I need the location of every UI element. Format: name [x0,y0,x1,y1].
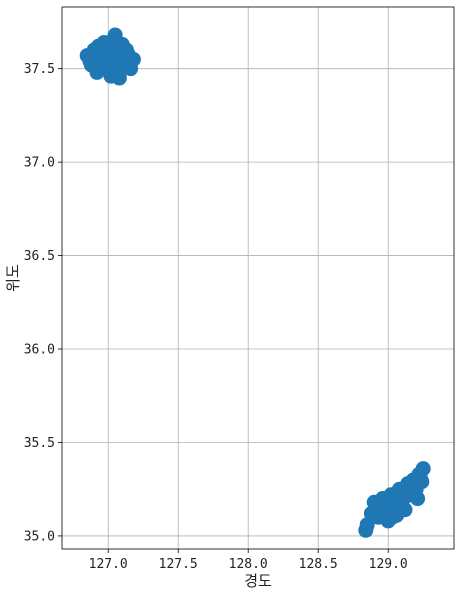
data-points [79,27,431,538]
y-tick-label: 36.5 [24,249,55,264]
data-point [111,70,127,86]
data-point [358,522,374,538]
y-tick-label: 36.0 [24,343,55,358]
y-tick-label: 37.5 [24,62,55,77]
data-point [373,500,389,516]
y-axis-label: 위도 [4,264,22,292]
data-point [90,38,106,54]
axis-ticks: 127.0 127.5 128.0 128.5 129.0 35.0 35.5 36.0 36.… [24,62,408,572]
data-point [407,485,423,501]
x-tick-label: 128.0 [229,557,268,572]
y-tick-label: 35.0 [24,529,55,544]
data-point [396,491,412,507]
data-point [118,42,134,58]
data-point [384,509,400,525]
x-tick-label: 127.0 [89,557,128,572]
data-point [82,53,98,69]
data-point [102,57,118,73]
x-tick-label: 128.5 [299,557,338,572]
y-tick-label: 37.0 [24,156,55,171]
x-tick-label: 129.0 [369,557,408,572]
grid-lines [62,7,454,549]
x-tick-label: 127.5 [159,557,198,572]
data-point [107,27,123,43]
x-axis-label: 경도 [244,572,272,590]
data-point [412,470,428,486]
plot-frame [61,6,455,550]
y-tick-label: 35.5 [24,436,55,451]
